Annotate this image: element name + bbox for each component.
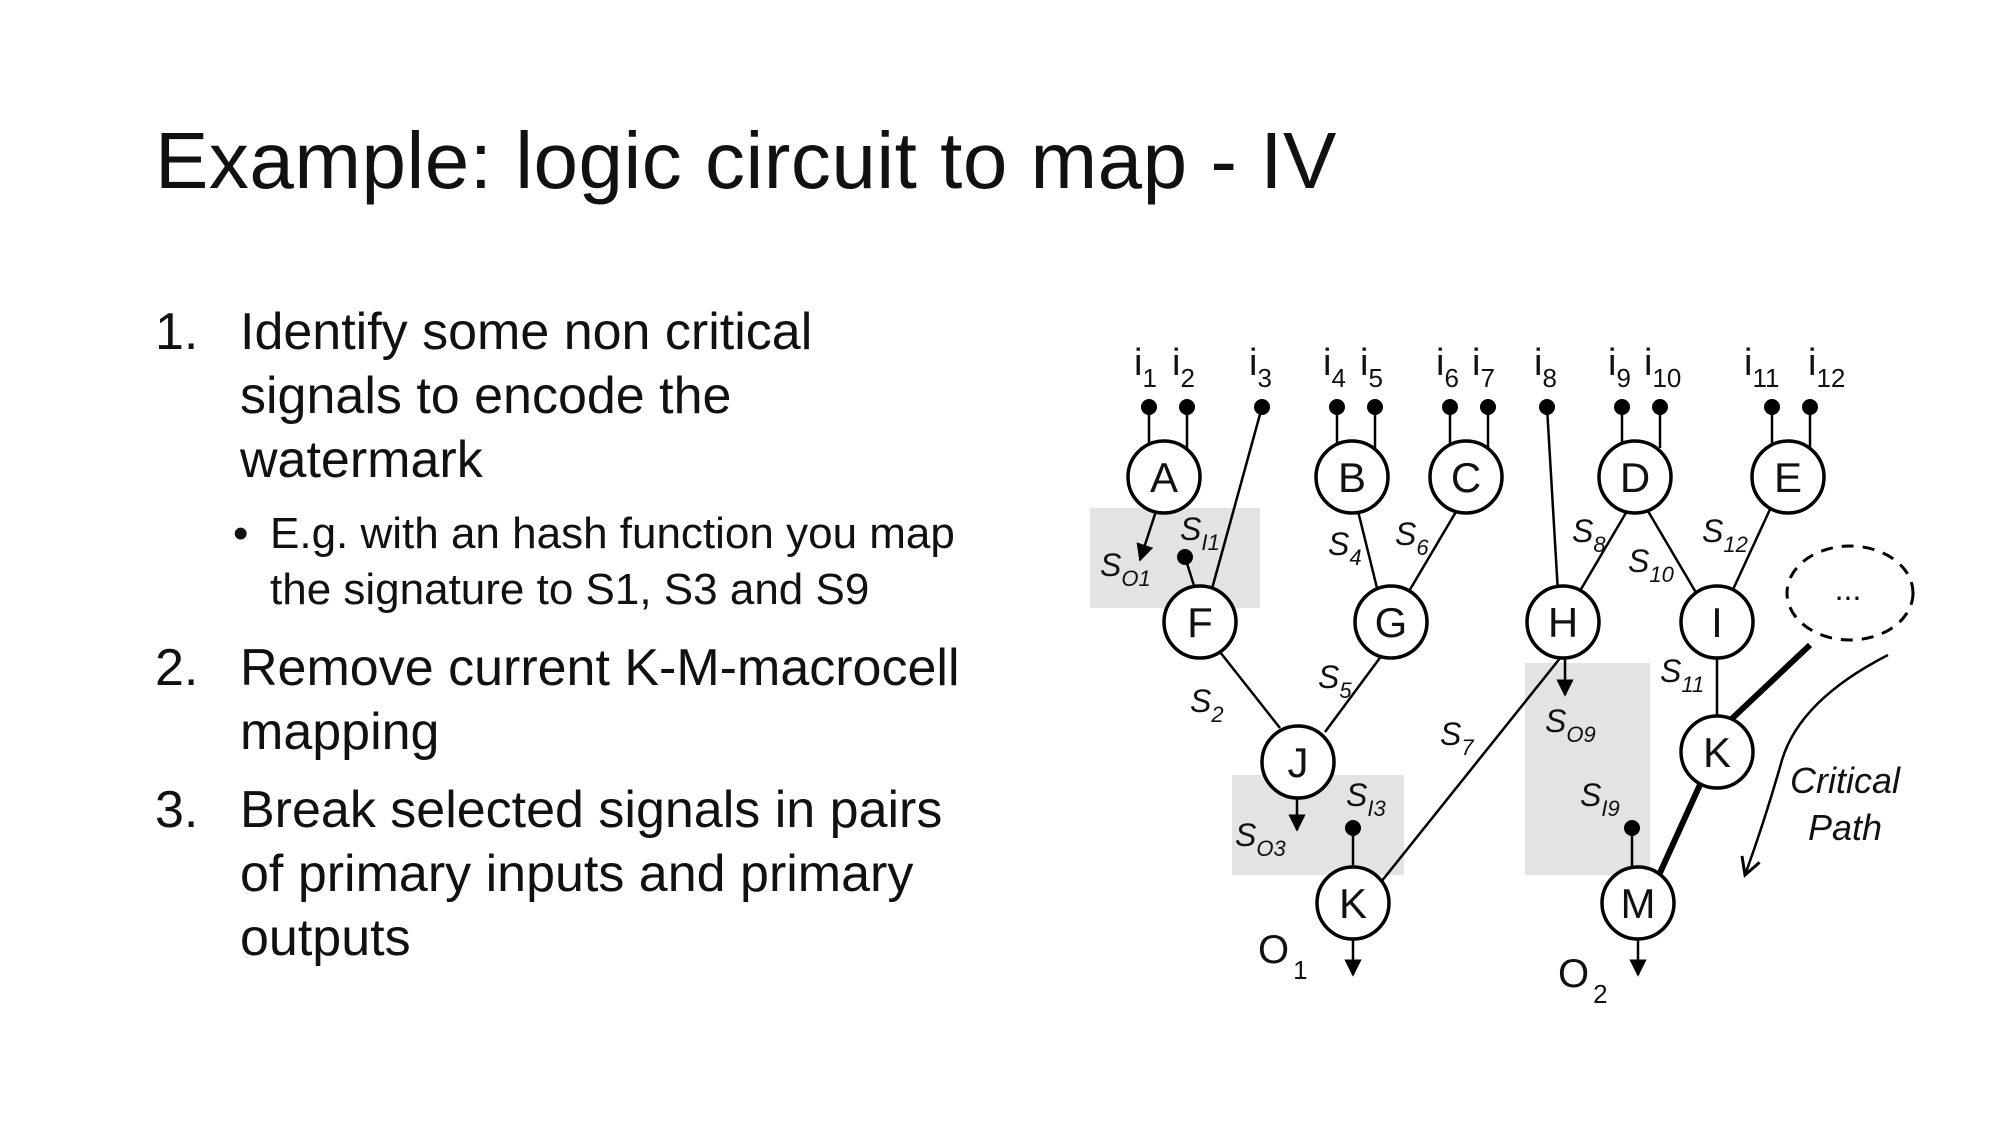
item-line: Break selected signals in pairs xyxy=(240,781,943,839)
critical-path-line-2: Path xyxy=(1808,807,1882,848)
list-item-3: 3. Break selected signals in pairs of pr… xyxy=(155,778,1055,970)
highlight-s1 xyxy=(1090,508,1260,608)
item-number: 2. xyxy=(155,639,199,697)
signal-label-s8: S8 xyxy=(1572,513,1606,557)
input-label-i3: i3 xyxy=(1249,342,1272,393)
sub-item-line: the signature to S1, S3 and S9 xyxy=(270,565,870,614)
critical-path-line-1: Critical xyxy=(1790,760,1901,801)
signal-label-s5: S5 xyxy=(1318,659,1352,703)
signal-label-s-i3: SI3 xyxy=(1346,777,1386,821)
item-number: 3. xyxy=(155,781,199,839)
node-a xyxy=(1126,439,1202,515)
input-label-i9: i9 xyxy=(1608,342,1631,393)
node-h xyxy=(1525,584,1601,660)
list-item-2: 2. Remove current K-M-macrocell mapping xyxy=(155,636,1055,764)
signal-label-s-i1: SI1 xyxy=(1180,511,1220,555)
signal-label-s11: S11 xyxy=(1660,653,1704,697)
node-label-i: I xyxy=(1711,599,1723,646)
signal-label-s-o3: SO3 xyxy=(1235,817,1286,861)
node-label-e: E xyxy=(1774,454,1802,501)
input-label-i1: i1 xyxy=(1134,342,1157,393)
input-label-i12: i12 xyxy=(1808,342,1845,393)
node-i xyxy=(1679,584,1755,660)
input-labels: i1 i2 i3 i4 i5 i6 i7 i8 i9 i10 i11 i12 xyxy=(1134,342,1845,393)
node-label-f: F xyxy=(1187,599,1213,646)
input-label-i4: i4 xyxy=(1323,342,1346,393)
node-c xyxy=(1428,439,1504,515)
connection-dots xyxy=(1141,399,1818,836)
node-f xyxy=(1162,584,1238,660)
node-label-g: G xyxy=(1375,599,1408,646)
sub-item: • E.g. with an hash function you map the… xyxy=(155,506,1055,618)
node-label-k-left: K xyxy=(1339,880,1367,927)
critical-path-label: Critical Path xyxy=(1790,760,1901,848)
item-line: signals to encode the xyxy=(240,367,732,425)
item-line: Identify some non critical xyxy=(240,303,813,361)
node-label-j: J xyxy=(1288,739,1309,786)
node-b xyxy=(1314,439,1390,515)
node-label-ellipsis: ... xyxy=(1835,571,1862,607)
signal-label-s2: S2 xyxy=(1190,683,1224,727)
node-ellipsis xyxy=(1785,544,1915,642)
signal-labels: SO1 SI1 S2 S4 S5 S6 S7 S8 S10 S11 S12 SO… xyxy=(1100,511,1748,861)
node-label-h: H xyxy=(1548,599,1578,646)
sub-item-line: E.g. with an hash function you map xyxy=(270,509,955,558)
signal-label-s-o9: SO9 xyxy=(1545,703,1596,747)
node-g xyxy=(1353,584,1429,660)
signal-label-s10: S10 xyxy=(1628,543,1675,587)
input-label-i5: i5 xyxy=(1360,342,1383,393)
item-line: mapping xyxy=(240,703,440,761)
list-item-1: 1. Identify some non critical signals to… xyxy=(155,300,1055,492)
signal-label-s-i9: SI9 xyxy=(1580,777,1620,821)
signal-label-s4: S4 xyxy=(1328,526,1362,570)
item-line: Remove current K-M-macrocell xyxy=(240,639,960,697)
input-label-i10: i10 xyxy=(1644,342,1681,393)
bullet-list: 1. Identify some non critical signals to… xyxy=(155,300,1055,984)
logic-nodes xyxy=(1126,439,1915,941)
node-label-m: M xyxy=(1621,880,1656,927)
input-label-i6: i6 xyxy=(1436,342,1459,393)
input-label-i2: i2 xyxy=(1172,342,1195,393)
input-label-i7: i7 xyxy=(1472,342,1495,393)
node-m xyxy=(1600,865,1676,941)
node-labels: A B C D E F G H I J K K M ... xyxy=(1150,454,1861,927)
node-d xyxy=(1597,439,1673,515)
node-k-left xyxy=(1315,865,1391,941)
item-line: watermark xyxy=(240,431,483,489)
wires xyxy=(1136,406,1889,977)
bullet-dot: • xyxy=(233,509,249,558)
input-label-i8: i8 xyxy=(1534,342,1557,393)
item-line: outputs xyxy=(240,909,411,967)
input-label-i11: i11 xyxy=(1744,342,1779,393)
node-label-c: C xyxy=(1451,454,1481,501)
item-line: of primary inputs and primary xyxy=(240,845,914,903)
item-number: 1. xyxy=(155,303,199,361)
node-k-right xyxy=(1679,714,1755,790)
node-label-b: B xyxy=(1338,454,1366,501)
node-label-d: D xyxy=(1620,454,1650,501)
node-e xyxy=(1750,439,1826,515)
highlight-regions xyxy=(1090,508,1650,875)
node-j xyxy=(1260,724,1336,800)
node-label-a: A xyxy=(1150,454,1178,501)
slide-title: Example: logic circuit to map - IV xyxy=(155,116,1337,205)
highlight-s9 xyxy=(1525,663,1650,875)
signal-label-s12: S12 xyxy=(1702,513,1748,557)
signal-label-s7: S7 xyxy=(1440,716,1474,760)
node-label-k-right: K xyxy=(1703,729,1731,776)
signal-label-s-o1: SO1 xyxy=(1100,547,1151,591)
signal-label-s6: S6 xyxy=(1395,516,1429,560)
